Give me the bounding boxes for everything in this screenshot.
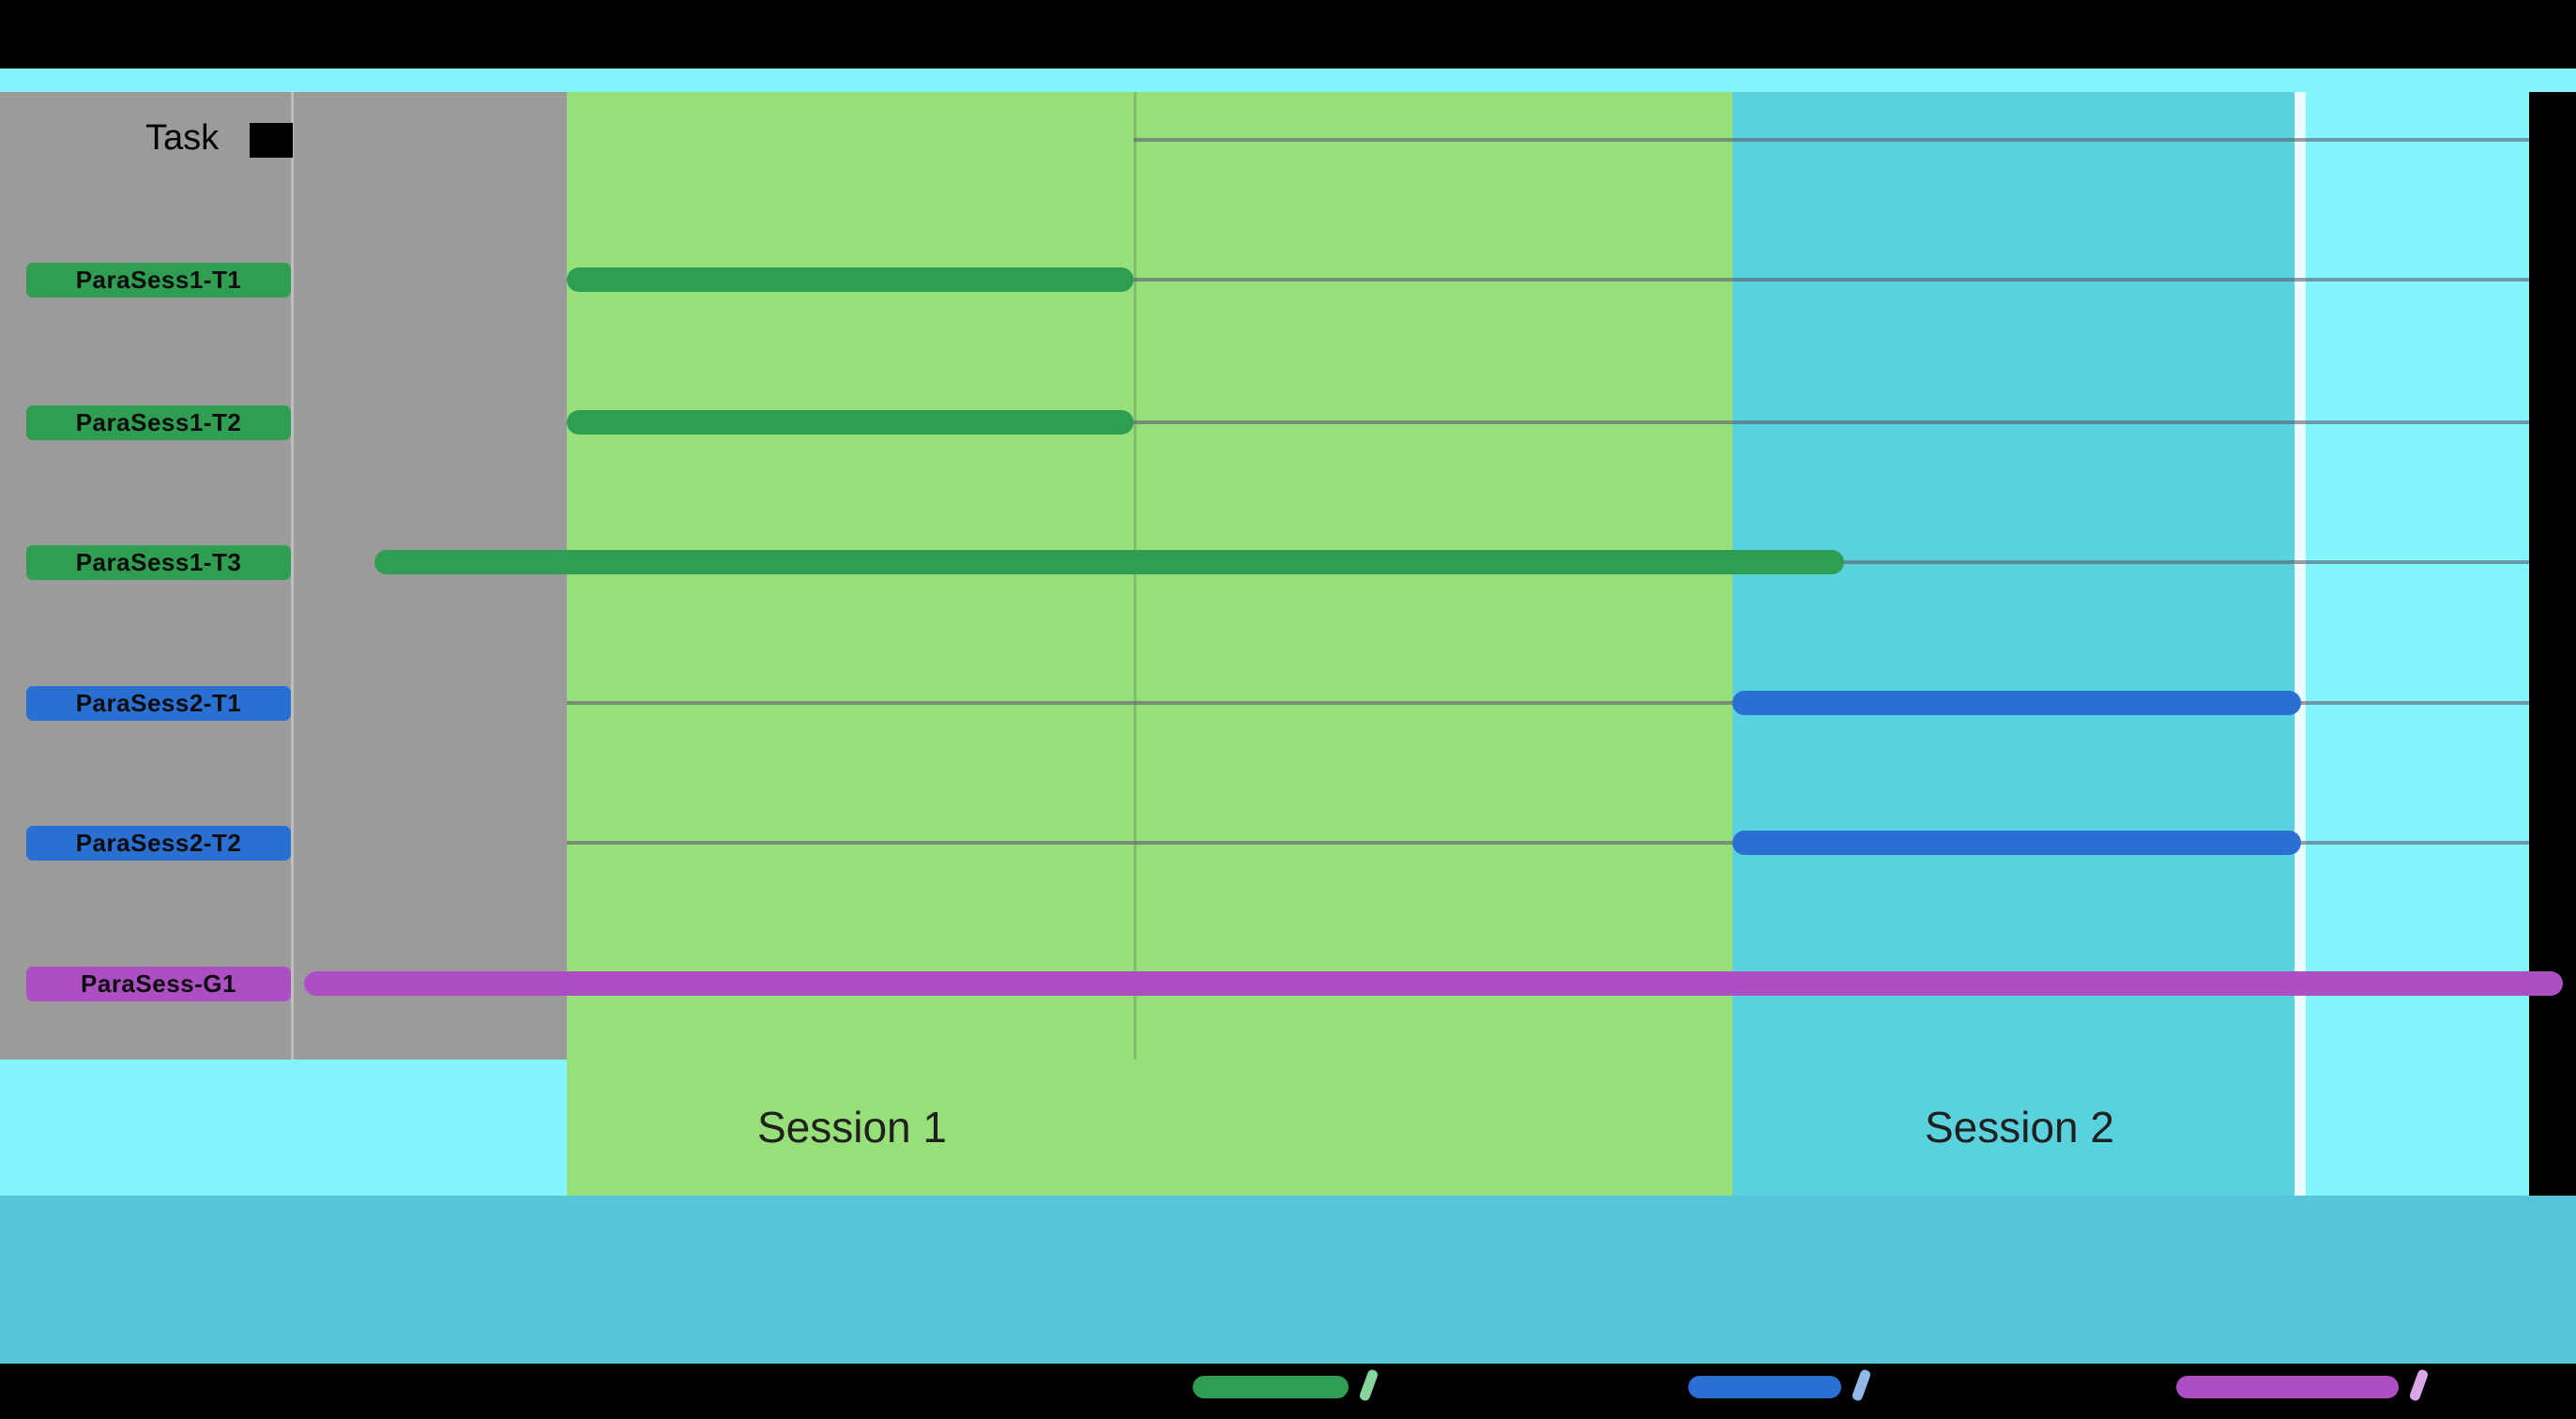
legend-swatch-purple: [2176, 1376, 2399, 1398]
bottom-band: [0, 1196, 2576, 1364]
row-gridline: [567, 841, 2529, 845]
label-column-divider: [291, 92, 294, 1060]
task-label-1: ParaSess1-T1: [26, 263, 291, 298]
header-dark-patch: [250, 123, 293, 158]
header-gridline: [1134, 138, 2529, 142]
task-bar-4: [1732, 691, 2301, 715]
row-gridline: [567, 420, 2529, 424]
post-session-region: [2306, 92, 2529, 1196]
task-label-3: ParaSess1-T3: [26, 545, 291, 580]
task-label-2: ParaSess1-T2: [26, 405, 291, 440]
legend-tick-green: [1358, 1368, 1379, 1402]
session2-end-divider: [2294, 92, 2306, 1196]
left-footer-strip: [0, 1060, 567, 1196]
legend-tick-purple: [2408, 1368, 2430, 1402]
session2-region: [1732, 92, 2294, 1196]
task-bar-5: [1732, 831, 2301, 855]
task-label-5: ParaSess2-T2: [26, 826, 291, 861]
legend-swatch-blue: [1688, 1376, 1841, 1398]
top-band: [0, 69, 2576, 92]
legend-swatch-green: [1193, 1376, 1349, 1398]
task-bar-2: [567, 410, 1134, 435]
legend-tick-blue: [1851, 1368, 1872, 1402]
row-gridline: [567, 701, 2529, 705]
vertical-gridline: [1134, 92, 1136, 1060]
row-gridline: [567, 278, 2529, 282]
task-bar-3: [374, 550, 1844, 574]
task-bar-1: [567, 267, 1134, 292]
task-bar-6: [304, 971, 2563, 996]
session1-label: Session 1: [756, 1103, 947, 1152]
task-label-4: ParaSess2-T1: [26, 686, 291, 721]
task-column-header: Task: [145, 118, 220, 158]
session2-label: Session 2: [1924, 1103, 2114, 1152]
task-label-6: ParaSess-G1: [26, 967, 291, 1001]
